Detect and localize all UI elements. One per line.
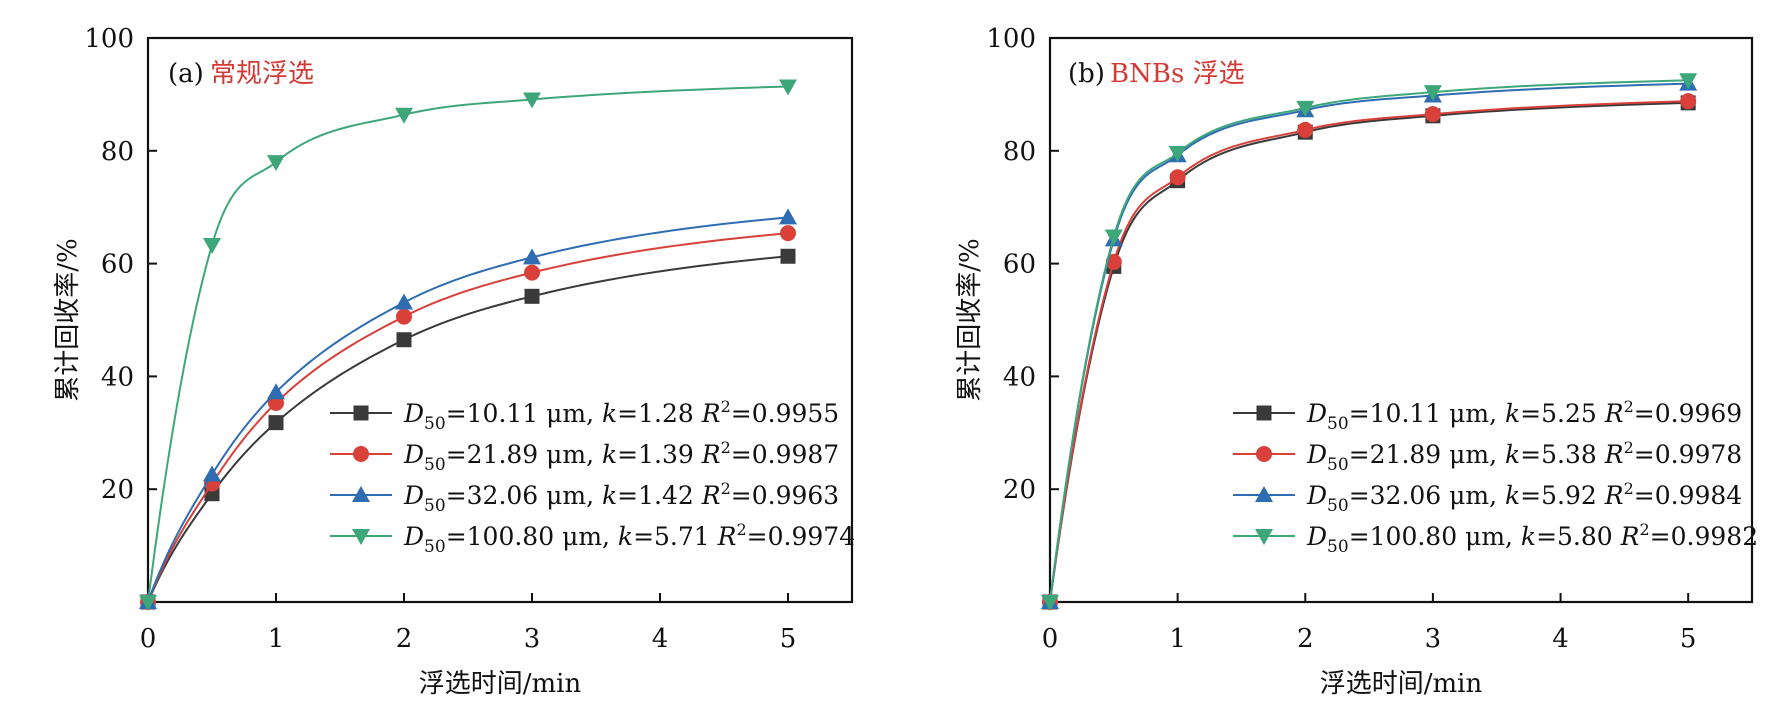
- data-point: [203, 237, 221, 254]
- series-line: [147, 232, 789, 603]
- y-tick-label: 100: [986, 24, 1036, 54]
- data-point: [395, 107, 413, 124]
- data-point: [1168, 146, 1187, 163]
- series-3: [139, 79, 797, 611]
- legend-marker: [352, 529, 370, 545]
- legend-marker: [352, 486, 370, 502]
- y-tick-label: 80: [101, 137, 134, 167]
- y-tick-label: 20: [1003, 475, 1036, 505]
- series-line: [147, 85, 789, 603]
- data-point: [1169, 169, 1186, 186]
- x-tick-label: 1: [268, 624, 285, 654]
- x-tick-label: 5: [1680, 624, 1697, 654]
- data-point: [779, 79, 797, 96]
- data-point: [396, 332, 412, 348]
- y-tick-label: 60: [101, 250, 134, 280]
- y-tick-label: 20: [101, 475, 134, 505]
- legend-label: D50=32.06 μm, k=1.42 R2=0.9963: [403, 479, 839, 516]
- series-0: [140, 248, 796, 610]
- series-3: [1041, 73, 1698, 611]
- data-point: [396, 308, 412, 325]
- x-tick-label: 3: [1425, 624, 1442, 654]
- data-point: [523, 248, 541, 265]
- x-axis-label: 浮选时间/min: [1320, 669, 1483, 699]
- data-point: [1041, 595, 1059, 611]
- legend-item-1: D50=21.89 μm, k=5.38 R2=0.9978: [1233, 438, 1742, 475]
- x-tick-label: 0: [1042, 624, 1059, 654]
- legend-marker: [1255, 529, 1273, 545]
- plot-frame: [1048, 36, 1754, 604]
- legend-label: D50=32.06 μm, k=5.92 R2=0.9984: [1306, 479, 1742, 516]
- data-point: [267, 155, 285, 172]
- panel-title: BNBs 浮选: [1110, 59, 1245, 89]
- data-point: [1296, 100, 1315, 117]
- legend-label: D50=100.80 μm, k=5.80 R2=0.9982: [1306, 520, 1758, 557]
- data-point: [1424, 106, 1441, 123]
- data-point: [1105, 253, 1122, 270]
- data-point: [524, 288, 540, 304]
- data-point: [267, 383, 285, 400]
- data-point: [139, 595, 157, 611]
- panel-title: 常规浮选: [210, 59, 314, 89]
- series-line: [147, 216, 789, 603]
- legend-label: D50=10.11 μm, k=1.28 R2=0.9955: [403, 397, 839, 434]
- legend-item-2: D50=32.06 μm, k=1.42 R2=0.9963: [330, 479, 839, 516]
- x-tick-label: 2: [396, 624, 413, 654]
- data-point: [780, 248, 796, 264]
- series-line: [1049, 100, 1689, 603]
- data-point: [1679, 73, 1698, 90]
- data-point: [524, 264, 540, 281]
- x-tick-label: 4: [1552, 624, 1569, 654]
- series-line: [1049, 79, 1689, 603]
- y-tick-label: 100: [84, 24, 134, 54]
- data-point: [1680, 93, 1697, 110]
- legend-marker: [1256, 405, 1272, 421]
- x-tick-label: 5: [780, 624, 797, 654]
- y-tick-label: 80: [1003, 137, 1036, 167]
- legend-item-1: D50=21.89 μm, k=1.39 R2=0.9987: [330, 438, 839, 475]
- legend-label: D50=21.89 μm, k=5.38 R2=0.9978: [1306, 438, 1742, 475]
- x-axis-label: 浮选时间/min: [419, 669, 582, 699]
- panel-tag: (a): [168, 59, 204, 89]
- chart-panel-a: 0 1 2 3 4 5 20 40 60 80 100 浮选时间/min 累计回收率/% (a) 常规浮选 D…: [53, 24, 855, 699]
- chart-panel-b: 0 1 2 3 4 5 20 40 60 80 100 浮选时间/min 累计回收率/% (b) BNBs …: [955, 24, 1758, 699]
- y-tick-label: 40: [101, 362, 134, 392]
- legend-item-0: D50=10.11 μm, k=1.28 R2=0.9955: [330, 397, 839, 434]
- data-point: [395, 293, 413, 310]
- series-line: [147, 255, 789, 603]
- legend-marker: [1255, 486, 1273, 502]
- data-point: [779, 208, 797, 225]
- legend-item-0: D50=10.11 μm, k=5.25 R2=0.9969: [1233, 397, 1742, 434]
- legend-label: D50=10.11 μm, k=5.25 R2=0.9969: [1306, 397, 1742, 434]
- data-point: [523, 92, 541, 109]
- data-point: [1104, 229, 1123, 246]
- data-point: [1423, 85, 1442, 102]
- data-point: [1297, 121, 1314, 138]
- y-axis-label: 累计回收率/%: [53, 238, 83, 401]
- plot-frame: [146, 36, 854, 604]
- legend-marker: [1256, 446, 1272, 462]
- legend-item-3: D50=100.80 μm, k=5.80 R2=0.9982: [1233, 520, 1758, 557]
- data-point: [268, 415, 284, 431]
- legend-marker: [353, 405, 369, 421]
- y-axis-label: 累计回收率/%: [955, 238, 985, 401]
- legend-label: D50=100.80 μm, k=5.71 R2=0.9974: [403, 520, 855, 557]
- x-tick-label: 0: [140, 624, 157, 654]
- y-tick-label: 60: [1003, 250, 1036, 280]
- legend-item-2: D50=32.06 μm, k=5.92 R2=0.9984: [1233, 479, 1742, 516]
- data-point: [780, 225, 796, 242]
- y-tick-label: 40: [1003, 362, 1036, 392]
- x-tick-label: 4: [652, 624, 669, 654]
- series-line: [1049, 101, 1689, 603]
- x-tick-label: 1: [1169, 624, 1186, 654]
- legend-item-3: D50=100.80 μm, k=5.71 R2=0.9974: [330, 520, 855, 557]
- legend-marker: [353, 446, 369, 462]
- panel-tag: (b): [1068, 59, 1105, 89]
- x-tick-label: 2: [1297, 624, 1314, 654]
- x-tick-label: 3: [524, 624, 541, 654]
- legend-label: D50=21.89 μm, k=1.39 R2=0.9987: [403, 438, 839, 475]
- data-point: [203, 465, 221, 482]
